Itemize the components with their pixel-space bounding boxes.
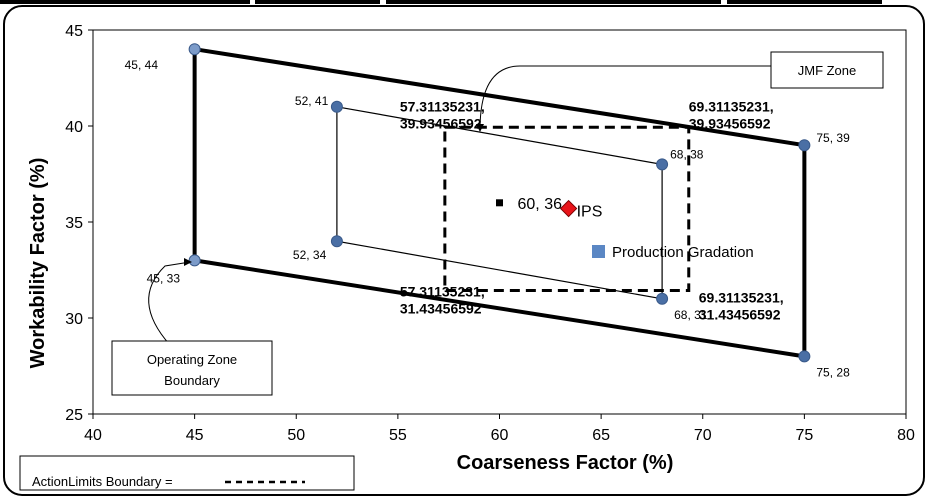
- x-tick-label: 60: [491, 427, 509, 444]
- operating-callout-line2: Boundary: [164, 373, 220, 388]
- action-limits-text: ActionLimits Boundary =: [32, 474, 173, 489]
- action-limit-label: 39.93456592: [400, 115, 482, 131]
- point-labels: 45, 44 75, 39 75, 28 45, 33 52, 41 68, 38 68, …: [125, 58, 850, 379]
- jmf-zone-label: 68, 38: [670, 147, 704, 161]
- operating-callout: Operating Zone Boundary: [111, 258, 273, 396]
- ips-label: IPS: [577, 204, 603, 221]
- legend-swatch: [592, 245, 605, 258]
- y-tick-label: 40: [65, 119, 83, 136]
- x-tick-label: 80: [897, 427, 915, 444]
- legend-label: Production Gradation: [612, 244, 754, 261]
- y-axis-title: Workability Factor (%): [27, 158, 49, 369]
- action-limit-label: 57.31135231,: [400, 283, 485, 299]
- operating-zone-point: [188, 43, 201, 56]
- jmf-callout-text: JMF Zone: [798, 63, 857, 78]
- operating-zone-label: 45, 33: [147, 271, 181, 285]
- action-limit-label: 57.31135231,: [400, 98, 485, 114]
- action-limit-label: 39.93456592: [689, 115, 771, 131]
- x-tick-label: 70: [694, 427, 712, 444]
- x-tick-label: 45: [186, 427, 204, 444]
- x-tick-label: 75: [795, 427, 813, 444]
- jmf-zone-point: [656, 292, 669, 305]
- x-tick-label: 40: [84, 427, 102, 444]
- operating-callout-line1: Operating Zone: [147, 352, 237, 367]
- x-axis-title: Coarseness Factor (%): [457, 452, 674, 474]
- operating-zone-label: 75, 28: [816, 365, 850, 379]
- y-tick-label: 30: [65, 311, 83, 328]
- y-tick-label: 25: [65, 407, 83, 424]
- legend: Production Gradation: [592, 244, 754, 261]
- action-limit-label: 69.31135231,: [689, 98, 774, 114]
- axes: 40 45 50 55 60 65 70 75 80 25 30 35 40 45: [65, 23, 915, 444]
- operating-zone-label: 45, 44: [125, 58, 159, 72]
- target-point: [496, 199, 503, 207]
- action-limit-label: 31.43456592: [699, 306, 781, 322]
- y-tick-label: 35: [65, 215, 83, 232]
- jmf-callout: JMF Zone: [476, 51, 884, 132]
- y-tick-label: 45: [65, 23, 83, 40]
- jmf-zone-point: [330, 235, 343, 248]
- x-tick-label: 65: [592, 427, 610, 444]
- operating-zone-label: 75, 39: [816, 131, 850, 145]
- action-limit-label: 69.31135231,: [699, 289, 784, 305]
- jmf-zone-label: 52, 41: [295, 94, 329, 108]
- x-tick-label: 55: [389, 427, 407, 444]
- action-limits-boundary: [443, 125, 691, 292]
- x-tick-label: 50: [287, 427, 305, 444]
- operating-zone-point: [798, 350, 811, 363]
- action-limits-callout: ActionLimits Boundary =: [19, 455, 355, 491]
- points: [188, 43, 811, 363]
- header-strip: [0, 0, 928, 6]
- jmf-zone-point: [330, 100, 343, 113]
- jmf-zone-point: [656, 158, 669, 171]
- operating-zone-point: [798, 139, 811, 152]
- operating-zone-point: [188, 254, 201, 267]
- target-label: 60, 36: [518, 196, 563, 213]
- jmf-zone-label: 68, 31: [674, 308, 708, 322]
- ips-point: [559, 199, 578, 218]
- action-limit-label: 31.43456592: [400, 300, 482, 316]
- jmf-zone-label: 52, 34: [293, 248, 327, 262]
